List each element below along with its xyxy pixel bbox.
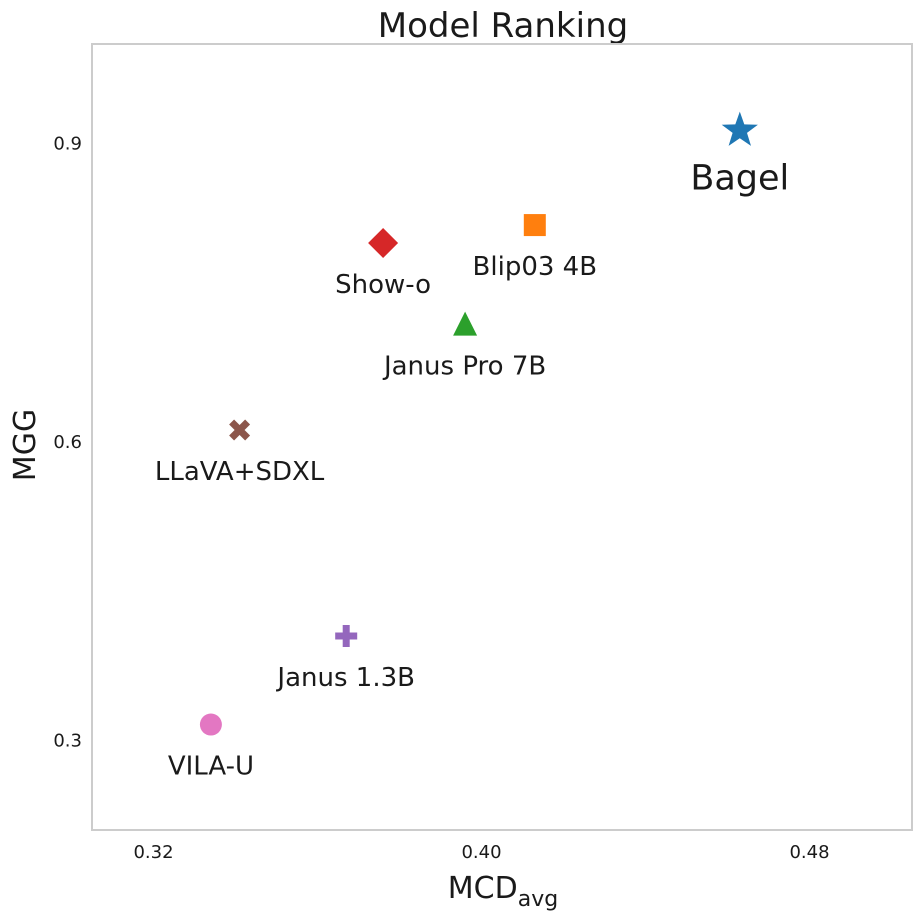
data-point: Janus 1.3B [275, 624, 415, 693]
x-axis-label: MCDavg [448, 871, 558, 912]
point-marker-star [721, 111, 758, 146]
point-label: LLaVA+SDXL [155, 457, 325, 487]
data-point: VILA-U [168, 713, 254, 782]
point-marker-square [523, 214, 546, 237]
point-label: Janus Pro 7B [382, 352, 546, 382]
x-axis-label-main: MCD [448, 871, 518, 906]
y-tick-label: 0.9 [53, 133, 82, 154]
x-tick-label: 0.40 [461, 842, 501, 863]
y-tick-label: 0.3 [53, 730, 82, 751]
point-marker-x [229, 419, 251, 441]
y-axis-label: MGG [8, 409, 43, 481]
x-tick-label: 0.48 [789, 842, 829, 863]
data-point: Show-o [335, 227, 431, 300]
data-point: Janus Pro 7B [382, 311, 546, 382]
y-axis-ticks: 0.3 0.6 0.9 [53, 133, 82, 751]
point-marker-circle [199, 713, 222, 736]
point-label: VILA-U [168, 752, 254, 782]
point-label: Janus 1.3B [275, 663, 415, 693]
data-points: Bagel Blip03 4B Show-o Janus Pro 7B LLaVA+SD… [155, 111, 789, 782]
point-label: Bagel [690, 159, 789, 199]
data-point: Blip03 4B [473, 214, 598, 282]
x-axis-ticks: 0.32 0.40 0.48 [133, 842, 829, 863]
data-point: LLaVA+SDXL [155, 419, 325, 487]
y-tick-label: 0.6 [53, 432, 82, 453]
point-marker-triangle [453, 311, 478, 336]
x-tick-label: 0.32 [133, 842, 173, 863]
point-marker-diamond [368, 227, 399, 258]
point-label: Blip03 4B [473, 252, 598, 282]
plot-frame [91, 43, 913, 831]
chart-title: Model Ranking [378, 6, 628, 46]
data-point: Bagel [690, 111, 789, 199]
point-marker-plus [335, 624, 358, 647]
x-axis-label-subscript: avg [518, 887, 558, 912]
point-label: Show-o [335, 270, 431, 300]
